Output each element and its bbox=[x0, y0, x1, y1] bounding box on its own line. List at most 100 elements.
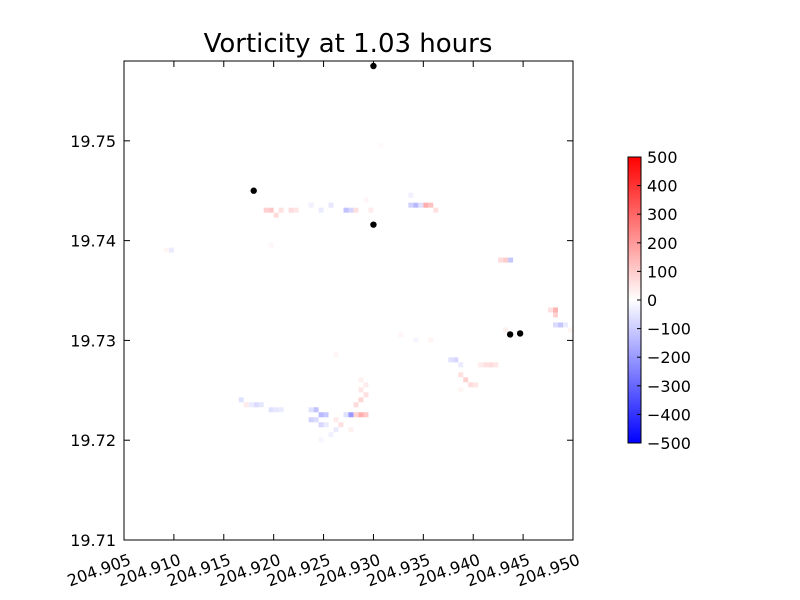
heatmap-cell bbox=[248, 402, 254, 408]
heatmap-cell bbox=[268, 242, 274, 248]
colorbar: 500 400 300 200 100 0 −100 −200 −300 −400 −500 bbox=[627, 148, 691, 453]
plot-background bbox=[124, 61, 573, 540]
heatmap-cell bbox=[468, 382, 474, 388]
heatmap-cell bbox=[503, 257, 509, 263]
heatmap-cell bbox=[478, 362, 484, 368]
heatmap-cell bbox=[353, 207, 359, 213]
heatmap-cell bbox=[273, 407, 279, 413]
heatmap-cell bbox=[368, 207, 374, 213]
heatmap-cell bbox=[553, 322, 559, 328]
heatmap-cell bbox=[423, 202, 429, 208]
y-tick-label: 19.75 bbox=[70, 132, 116, 151]
heatmap-cell bbox=[338, 422, 344, 428]
chart-title: Vorticity at 1.03 hours bbox=[204, 29, 493, 59]
heatmap-cell bbox=[363, 392, 369, 398]
heatmap-cell bbox=[308, 202, 314, 208]
heatmap-cell bbox=[428, 202, 434, 208]
heatmap-cell bbox=[463, 377, 469, 383]
heatmap-cell bbox=[318, 207, 324, 213]
heatmap-cell bbox=[318, 422, 324, 428]
heatmap-cell bbox=[358, 412, 364, 418]
heatmap-cell bbox=[288, 207, 294, 213]
marker-point bbox=[370, 221, 377, 228]
colorbar-tick-label: 300 bbox=[647, 205, 678, 224]
colorbar-tick-label: 0 bbox=[647, 291, 657, 310]
colorbar-tick-label: 100 bbox=[647, 262, 678, 281]
plot-frame bbox=[123, 60, 574, 541]
heatmap-cell bbox=[333, 417, 339, 423]
heatmap-cell bbox=[568, 327, 573, 333]
heatmap-cell bbox=[348, 207, 354, 213]
heatmap-cell bbox=[348, 427, 354, 433]
heatmap-cell bbox=[413, 337, 419, 343]
heatmap-cell bbox=[318, 412, 324, 418]
heatmap-cell bbox=[473, 382, 479, 388]
heatmap-cell bbox=[313, 407, 319, 413]
heatmap-cell bbox=[278, 407, 284, 413]
heatmap-cell bbox=[343, 412, 349, 418]
heatmap-cell bbox=[343, 207, 349, 213]
heatmap-cell bbox=[453, 357, 459, 363]
heatmap-cell bbox=[273, 212, 279, 218]
colorbar-tick-label: −100 bbox=[647, 320, 691, 339]
heatmap-cell bbox=[418, 202, 424, 208]
heatmap-cell bbox=[263, 207, 269, 213]
heatmap-cell bbox=[508, 257, 514, 263]
y-tick-label: 19.74 bbox=[70, 232, 116, 251]
heatmap-cell bbox=[408, 192, 414, 198]
heatmap-cell bbox=[353, 412, 359, 418]
heatmap-cell bbox=[558, 322, 564, 328]
heatmap-cell bbox=[498, 257, 504, 263]
heatmap-cell bbox=[398, 332, 404, 338]
heatmap-cell bbox=[318, 437, 324, 443]
heatmap-cell bbox=[348, 412, 354, 418]
heatmap-cell bbox=[553, 307, 559, 313]
heatmap-cell bbox=[323, 422, 329, 428]
colorbar-tick-label: −500 bbox=[647, 434, 691, 453]
heatmap-cell bbox=[328, 202, 334, 208]
heatmap-cell bbox=[458, 362, 464, 368]
heatmap-cell bbox=[313, 417, 319, 423]
marker-point bbox=[506, 331, 514, 338]
heatmap-cell bbox=[458, 372, 464, 378]
heatmap-cell bbox=[483, 362, 489, 368]
heatmap-cell bbox=[358, 377, 364, 383]
colorbar-tick-label: 400 bbox=[647, 177, 678, 196]
heatmap-cell bbox=[503, 327, 509, 333]
marker-points bbox=[250, 62, 524, 338]
heatmap-cell bbox=[363, 382, 369, 388]
heatmap-cell bbox=[333, 427, 339, 433]
marker-point bbox=[250, 187, 257, 194]
heatmap-cell bbox=[548, 307, 554, 313]
heatmap-cell bbox=[268, 407, 274, 413]
colorbar-tick-label: −300 bbox=[647, 377, 691, 396]
heatmap-cell bbox=[253, 402, 259, 408]
colorbar-ticks: 500 400 300 200 100 0 −100 −200 −300 −400 −500 bbox=[637, 148, 691, 453]
heatmap-cell bbox=[308, 417, 314, 423]
heatmap-cell bbox=[563, 322, 569, 328]
heatmap-cell bbox=[553, 312, 559, 318]
heatmap-cell bbox=[293, 207, 299, 213]
heatmap-cell bbox=[268, 207, 274, 213]
y-tick-label: 19.71 bbox=[70, 531, 116, 550]
plot-area: 204.905204.910204.915204.920204.925204.9… bbox=[65, 60, 582, 590]
heatmap-cell bbox=[363, 197, 369, 203]
heatmap-cell bbox=[353, 402, 359, 408]
y-tick-label: 19.73 bbox=[70, 331, 116, 350]
heatmap-cell bbox=[433, 207, 439, 213]
heatmap-cell bbox=[458, 387, 464, 393]
marker-point bbox=[516, 330, 524, 337]
heatmap-cell bbox=[428, 337, 434, 343]
heatmap-cell bbox=[243, 402, 249, 408]
heatmap-cell bbox=[308, 407, 314, 413]
heatmap-cell bbox=[358, 387, 364, 393]
heatmap-cell bbox=[278, 207, 284, 213]
heatmap-cell bbox=[238, 397, 244, 403]
colorbar-tick-label: 200 bbox=[647, 234, 678, 253]
y-axis: 19.71 19.72 19.73 19.74 19.75 bbox=[70, 132, 573, 550]
y-tick-label: 19.72 bbox=[70, 431, 116, 450]
heatmap-cell bbox=[333, 352, 339, 358]
colorbar-tick-label: −400 bbox=[647, 405, 691, 424]
heatmap-cell bbox=[328, 432, 334, 438]
